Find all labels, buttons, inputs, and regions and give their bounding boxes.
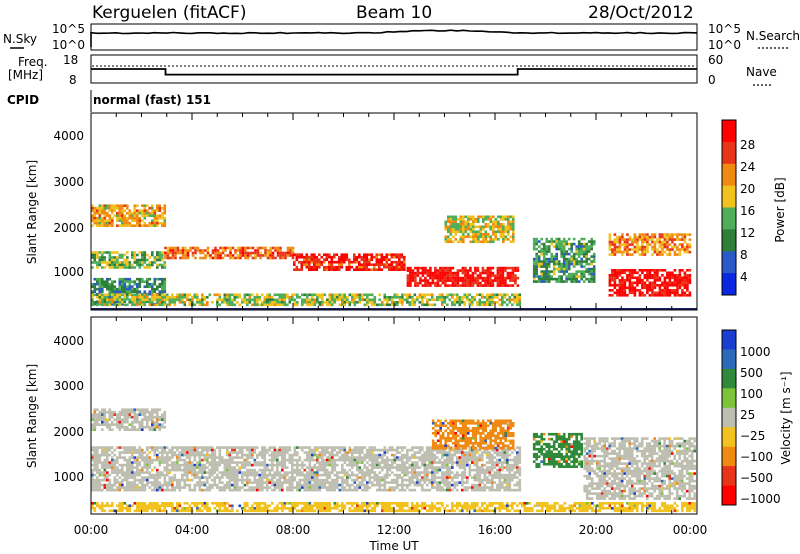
noise-right-tick-bottom: 10^0 xyxy=(708,38,741,52)
power-ytick-2000: 2000 xyxy=(53,221,84,235)
velocity-cbar-swatch xyxy=(722,368,736,389)
xtick-2000: 20:00 xyxy=(579,523,614,537)
power-band-5 xyxy=(406,266,520,287)
velocity-cbar-swatch xyxy=(722,407,736,428)
power-band-8 xyxy=(608,269,692,297)
velocity-cbar-swatch xyxy=(722,388,736,409)
freq-label-1: Freq. xyxy=(18,55,48,69)
velocity-cbar-swatch xyxy=(722,349,736,370)
velocity-band-4 xyxy=(583,437,696,500)
velocity-band-5 xyxy=(91,502,697,513)
noise-left-tick-bottom: 10^0 xyxy=(52,38,85,52)
x-axis-label: Time UT xyxy=(368,539,419,553)
power-cbar-swatch xyxy=(722,273,736,296)
power-cbar-swatch xyxy=(722,120,736,143)
xtick-0400: 04:00 xyxy=(175,523,210,537)
power-band-1 xyxy=(91,251,167,269)
power-panel: Slant Range [km] 4000 3000 2000 1000 xyxy=(25,112,698,311)
freq-panel: Freq. [MHz] 18 8 60 0 Nave xyxy=(8,53,777,87)
velocity-cbar-swatch xyxy=(722,446,736,467)
velocity-ytick-4000: 4000 xyxy=(53,334,84,348)
power-cbar-swatch xyxy=(722,185,736,208)
power-cbar-tick-4: 4 xyxy=(740,270,748,284)
noise-right-tick-top: 10^5 xyxy=(708,22,741,36)
nave-label: Nave xyxy=(746,65,777,79)
power-band-3 xyxy=(164,246,295,260)
power-colorbar: 28 24 20 16 12 8 4 Power [dB] xyxy=(721,119,787,296)
velocity-cbar-swatch xyxy=(722,427,736,448)
freq-label-2: [MHz] xyxy=(8,68,43,82)
noise-search-label: N.Search xyxy=(746,29,800,43)
velocity-cbar-tick-m500: −500 xyxy=(740,471,773,485)
noise-sky-trace xyxy=(90,29,698,47)
beam-title: Beam 10 xyxy=(356,3,432,23)
velocity-cbar-tick-m100: −100 xyxy=(740,450,773,464)
velocity-cbar-swatch xyxy=(722,485,736,506)
date-title: 28/Oct/2012 xyxy=(588,3,694,23)
cpid-text: normal (fast) 151 xyxy=(93,93,211,107)
velocity-ytick-1000: 1000 xyxy=(53,470,84,484)
xtick-0000: 00:00 xyxy=(74,523,109,537)
xtick-2400: 00:00 xyxy=(673,523,708,537)
freq-tick-bottom: 8 xyxy=(69,73,77,87)
xtick-1200: 12:00 xyxy=(377,523,412,537)
velocity-ylabel: Slant Range [km] xyxy=(25,364,39,468)
velocity-cbar-tick-100: 100 xyxy=(740,387,763,401)
power-cbar-swatch xyxy=(722,207,736,230)
xtick-0800: 08:00 xyxy=(276,523,311,537)
velocity-cbar-tick-25: 25 xyxy=(740,408,755,422)
power-cbar-tick-16: 16 xyxy=(740,204,755,218)
power-ylabel: Slant Range [km] xyxy=(25,160,39,264)
velocity-band-0 xyxy=(91,408,167,431)
power-cbar-tick-24: 24 xyxy=(740,160,755,174)
power-cbar-tick-8: 8 xyxy=(740,248,748,262)
nave-tick-bottom: 0 xyxy=(708,73,716,87)
noise-left-tick-top: 10^5 xyxy=(52,22,85,36)
power-band-6 xyxy=(444,215,515,244)
velocity-cbar-swatch xyxy=(722,330,736,350)
velocity-cbar-label: Velocity [m s⁻¹] xyxy=(779,371,793,464)
velocity-band-2 xyxy=(431,419,515,450)
velocity-cbar-swatch xyxy=(722,466,736,486)
power-cbar-swatch xyxy=(722,163,736,187)
noise-sky-label: N.Sky xyxy=(3,32,37,46)
cpid-label: CPID xyxy=(7,93,39,107)
freq-tick-top: 18 xyxy=(63,53,78,67)
velocity-cbar-tick-1000: 1000 xyxy=(740,345,771,359)
power-ytick-1000: 1000 xyxy=(53,265,84,279)
velocity-band-3 xyxy=(532,432,583,468)
power-cbar-tick-28: 28 xyxy=(740,138,755,152)
power-ytick-3000: 3000 xyxy=(53,175,84,189)
nave-tick-top: 60 xyxy=(708,53,723,67)
power-cbar-tick-12: 12 xyxy=(740,226,755,240)
power-band-9 xyxy=(608,233,692,256)
power-band-0 xyxy=(91,204,167,227)
velocity-cbar-tick-m25: −25 xyxy=(740,429,765,443)
power-cbar-swatch xyxy=(722,141,736,165)
velocity-cbar-tick-m1000: −1000 xyxy=(740,492,781,506)
velocity-cbar-tick-500: 500 xyxy=(740,366,763,380)
x-axis: 00:00 04:00 08:00 12:00 16:00 20:00 00:0… xyxy=(74,523,708,553)
power-band-7 xyxy=(532,237,596,283)
noise-panel: N.Sky 10^5 10^0 10^5 10^0 N.Search xyxy=(3,22,800,52)
power-cbar-label: Power [dB] xyxy=(773,177,787,242)
velocity-band-1 xyxy=(91,446,522,492)
power-cbar-swatch xyxy=(722,229,736,252)
power-ytick-4000: 4000 xyxy=(53,129,84,143)
power-band-10 xyxy=(91,293,522,307)
velocity-colorbar: 1000 500 100 25 −25 −100 −500 −1000 Velo… xyxy=(721,329,793,506)
freq-trace xyxy=(91,68,697,76)
xtick-1600: 16:00 xyxy=(478,523,513,537)
velocity-panel: Slant Range [km] 4000 3000 2000 1000 xyxy=(25,316,698,515)
velocity-ytick-2000: 2000 xyxy=(53,425,84,439)
station-title: Kerguelen (fitACF) xyxy=(92,3,246,23)
power-band-4 xyxy=(293,253,406,271)
velocity-ytick-3000: 3000 xyxy=(53,379,84,393)
power-cbar-tick-20: 20 xyxy=(740,182,755,196)
power-cbar-swatch xyxy=(722,251,736,274)
